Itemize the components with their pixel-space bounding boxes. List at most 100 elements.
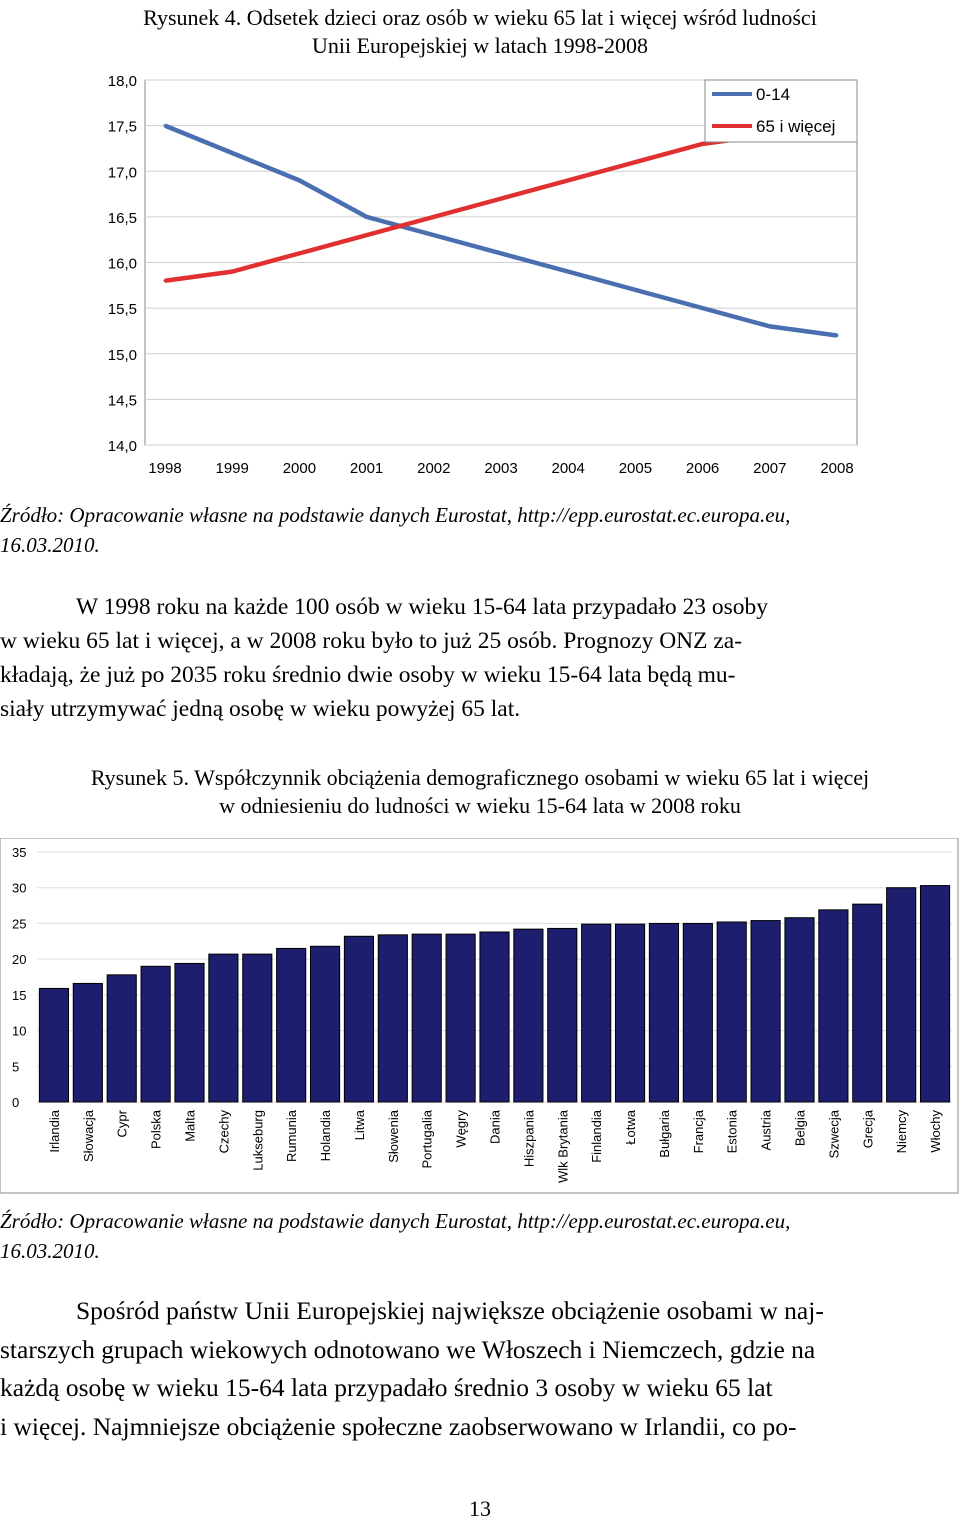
line-point	[163, 124, 167, 128]
figure4-source-line1: Źródło: Opracowanie własne na podstawie …	[0, 503, 791, 527]
paragraph-1-line1: W 1998 roku na każde 100 osób w wieku 15…	[76, 594, 769, 620]
line-x-tick-label: 2008	[820, 460, 853, 477]
line-point	[701, 306, 705, 310]
bar-x-tick-label: Lukseburg	[250, 1110, 265, 1171]
bar-Hiszpania	[513, 928, 544, 1103]
bar-x-tick-label: Hiszpania	[521, 1109, 536, 1167]
bar-Łotwa	[614, 923, 646, 1103]
line-x-tick-label: 2003	[484, 460, 517, 477]
bar-x-tick-label: Austria	[759, 1109, 774, 1150]
bar-Szwecja	[818, 909, 849, 1103]
bar-x-tick-label: Włochy	[928, 1110, 943, 1153]
bar-x-tick-label: Niemcy	[894, 1110, 909, 1154]
bar-Wlk Brytania	[547, 927, 578, 1103]
legend-label-65: 65 i więcej	[756, 117, 835, 136]
bar-x-tick-label: Estonia	[725, 1109, 740, 1153]
line-x-tick-label: 2004	[552, 460, 585, 477]
bar-Rumunia	[276, 947, 307, 1103]
bar-Finlandia	[581, 923, 612, 1103]
bar-y-tick-label: 35	[12, 845, 26, 860]
figure5-caption-line2: w odniesieniu do ludności w wieku 15-64 …	[219, 793, 741, 818]
bar-y-tick-label: 25	[12, 916, 26, 931]
figure5-caption: Rysunek 5. Współczynnik obciążenia demog…	[0, 764, 960, 820]
bar-Belgia	[784, 917, 815, 1103]
figure5-source-line1: Źródło: Opracowanie własne na podstawie …	[0, 1209, 791, 1233]
page-number: 13	[469, 1496, 491, 1521]
bar-x-tick-label: Cypr	[115, 1109, 130, 1137]
line-legend-box	[704, 79, 858, 143]
line-point	[432, 215, 436, 219]
line-point	[499, 197, 503, 201]
line-x-tick-label: 2007	[753, 460, 786, 477]
line-point	[297, 178, 301, 182]
line-chart: 18,0 17,5 17,0 16,5 16,0 15,5 15,0 14,5 14,0 199…	[108, 73, 858, 477]
bar-Bułgaria	[648, 922, 680, 1103]
figure5-caption-line1: Rysunek 5. Współczynnik obciążenia demog…	[90, 765, 870, 790]
line-point	[365, 233, 369, 237]
bar-x-tick-label: Polska	[149, 1109, 164, 1149]
line-y-tick-label: 18,0	[108, 73, 137, 90]
line-point	[566, 178, 570, 182]
bar-chart: 35 30 25 20 15 10 5 0 Irlandia Słowacja Cypr Polsk…	[0, 838, 959, 1194]
bar-Lukseburg	[242, 953, 273, 1103]
line-point	[633, 160, 637, 164]
bar-Austria	[750, 920, 781, 1103]
line-y-tick-label: 17,0	[108, 164, 137, 181]
line-y-tick-label: 16,5	[108, 210, 137, 227]
bar-x-tick-label: Węgry	[454, 1110, 469, 1148]
bar-y-tick-label: 20	[12, 952, 26, 967]
line-x-tick-label: 1999	[216, 460, 249, 477]
line-x-tick-label: 2006	[686, 460, 719, 477]
bar-x-tick-label: Litwa	[352, 1109, 367, 1140]
bar-marks	[38, 885, 951, 1103]
line-y-tick-label: 17,5	[108, 119, 137, 136]
line-point	[701, 142, 705, 146]
bar-x-tick-label: Dania	[488, 1109, 503, 1144]
line-x-tick-label: 2002	[417, 460, 450, 477]
line-point	[163, 279, 167, 283]
paragraph-2-line2: starszych grupach wiekowych odnotowano w…	[0, 1334, 816, 1364]
line-x-ticks: 1998 1999 2000 2001 2002 2003 2004 2005 2006 2007…	[148, 460, 853, 477]
line-y-tick-label: 15,0	[108, 347, 137, 364]
bar-Słowenia	[377, 934, 408, 1103]
bar-Włochy	[919, 885, 951, 1103]
paragraph-2: Spośród państw Unii Europejskiej najwięk…	[0, 1292, 960, 1446]
paragraph-1: W 1998 roku na każde 100 osób w wieku 15…	[0, 590, 960, 726]
line-point	[365, 215, 369, 219]
bar-Portugalia	[411, 933, 442, 1103]
bar-y-tick-label: 15	[12, 988, 26, 1003]
line-y-tick-label: 16,0	[108, 256, 137, 273]
bar-x-tick-label: Rumunia	[284, 1109, 299, 1162]
bar-x-tick-label: Słowenia	[386, 1109, 401, 1163]
bar-Czechy	[208, 953, 239, 1103]
bar-Słowacja	[72, 982, 103, 1103]
bar-y-tick-label: 30	[12, 881, 26, 896]
bar-y-tick-label: 0	[12, 1095, 19, 1110]
bar-x-tick-label: Finlandia	[589, 1109, 604, 1163]
line-point	[835, 334, 839, 337]
line-y-tick-label: 15,5	[108, 301, 137, 318]
figure4-caption: Rysunek 4. Odsetek dzieci oraz osób w wi…	[0, 4, 960, 60]
bar-Malta	[174, 962, 205, 1103]
bar-Estonia	[716, 921, 747, 1103]
line-point	[297, 251, 301, 255]
bar-y-tick-label: 5	[12, 1059, 19, 1074]
bar-x-tick-label: Wlk Brytania	[555, 1109, 570, 1183]
bar-x-tick-label: Portugalia	[420, 1109, 435, 1168]
line-x-tick-label: 2000	[283, 460, 316, 477]
bar-x-ticks: Irlandia Słowacja Cypr Polska Malta Czechy Luk…	[47, 1109, 943, 1183]
bar-Niemcy	[886, 887, 917, 1103]
bar-x-tick-label: Łotwa	[623, 1109, 638, 1144]
line-y-tick-label: 14,0	[108, 438, 137, 455]
bar-Litwa	[343, 935, 375, 1103]
line-point	[768, 324, 772, 328]
bar-Holandia	[309, 945, 341, 1103]
paragraph-1-line4: siały utrzymywać jedną osobę w wieku pow…	[0, 696, 521, 722]
line-y-ticks: 18,0 17,5 17,0 16,5 16,0 15,5 15,0 14,5 14,0	[108, 73, 137, 455]
bar-x-tick-label: Słowacja	[81, 1109, 96, 1162]
bar-Irlandia	[38, 987, 70, 1103]
figure4-caption-line2: Unii Europejskiej w latach 1998-2008	[311, 33, 649, 58]
figure5-source: Źródło: Opracowanie własne na podstawie …	[0, 1206, 960, 1266]
bar-x-tick-label: Malta	[183, 1109, 198, 1142]
bar-x-tick-label: Czechy	[216, 1110, 231, 1154]
